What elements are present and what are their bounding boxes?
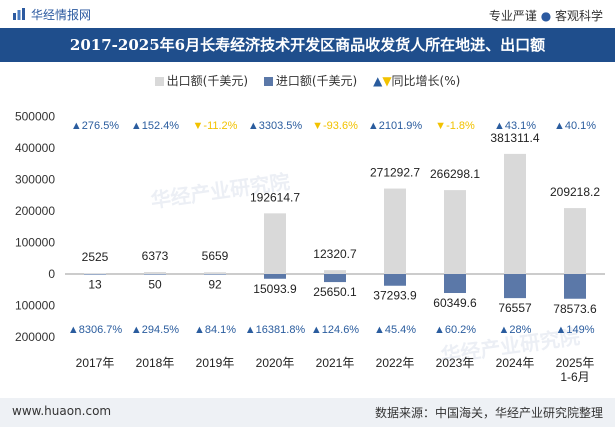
export-value-label: 5659 bbox=[202, 249, 229, 263]
export-value-label: 12320.7 bbox=[313, 247, 357, 261]
import-growth-label: ▲60.2% bbox=[434, 324, 476, 336]
legend-export-swatch bbox=[154, 77, 164, 86]
chart-legend: 出口额(千美元) 进口额(千美元) ▲▼同比增长(%) bbox=[0, 72, 615, 89]
y-tick-label: 300000 bbox=[15, 173, 55, 187]
export-growth-label: ▲40.1% bbox=[554, 120, 596, 132]
export-growth-label: ▲2101.9% bbox=[368, 120, 423, 132]
y-tick-label: 400000 bbox=[15, 141, 55, 155]
chart-title: 2017-2025年6月长寿经济技术开发区商品收发货人所在地进、出口额 bbox=[69, 36, 546, 54]
export-bar bbox=[324, 270, 346, 274]
legend-export: 出口额(千美元) bbox=[154, 72, 249, 89]
import-bar bbox=[204, 274, 226, 275]
legend-growth: ▲▼同比增长(%) bbox=[373, 72, 460, 89]
export-bar bbox=[564, 208, 586, 274]
import-bar bbox=[504, 274, 526, 299]
x-tick-label: 2018年 bbox=[136, 356, 175, 370]
y-tick-label: 100000 bbox=[15, 299, 55, 313]
export-bar bbox=[84, 273, 106, 274]
y-tick-label: 200000 bbox=[15, 330, 55, 344]
import-growth-label: ▲124.6% bbox=[311, 324, 359, 336]
y-tick-label: 500000 bbox=[15, 110, 55, 124]
export-growth-label: ▲276.5% bbox=[71, 120, 119, 132]
x-tick-label: 2023年 bbox=[436, 356, 475, 370]
export-growth-label: ▼-93.6% bbox=[312, 120, 358, 132]
footer-url[interactable]: www.huaon.com bbox=[12, 404, 112, 418]
export-bar bbox=[504, 153, 526, 274]
import-bar bbox=[84, 274, 106, 275]
export-growth-label: ▲43.1% bbox=[494, 120, 536, 132]
x-tick-label: 2021年 bbox=[316, 356, 355, 370]
export-value-label: 381311.4 bbox=[490, 131, 539, 145]
title-bar: 2017-2025年6月长寿经济技术开发区商品收发货人所在地进、出口额 bbox=[0, 28, 615, 62]
import-value-label: 92 bbox=[208, 278, 222, 292]
import-growth-label: ▲294.5% bbox=[131, 324, 179, 336]
import-value-label: 15093.9 bbox=[253, 282, 297, 296]
legend-growth-label: 同比增长(%) bbox=[391, 74, 461, 88]
export-bar bbox=[384, 188, 406, 274]
import-bar bbox=[324, 274, 346, 283]
footer: www.huaon.com 数据来源：中国海关，华经产业研究院整理 bbox=[0, 398, 615, 427]
export-value-label: 192614.7 bbox=[250, 190, 300, 204]
bar-chart: 500000 400000 300000 200000 100000 0 100000 200… bbox=[15, 110, 605, 384]
import-bar bbox=[264, 274, 286, 279]
import-bar bbox=[384, 274, 406, 286]
x-tick-label: 2025年 bbox=[556, 356, 595, 370]
export-bar bbox=[264, 213, 286, 274]
x-tick-label: 2020年 bbox=[256, 356, 295, 370]
import-value-label: 13 bbox=[88, 278, 102, 292]
data-source: 数据来源：中国海关，华经产业研究院整理 bbox=[374, 406, 603, 420]
import-growth-label: ▲28% bbox=[499, 324, 532, 336]
brand[interactable]: 华经情报网 bbox=[12, 6, 91, 23]
legend-import-label: 进口额(千美元) bbox=[275, 74, 358, 88]
export-value-label: 2525 bbox=[82, 250, 109, 264]
legend-import: 进口额(千美元) bbox=[263, 72, 358, 89]
import-value-label: 76557 bbox=[498, 301, 532, 315]
import-value-label: 78573.6 bbox=[553, 302, 597, 316]
import-value-label: 37293.9 bbox=[373, 289, 417, 303]
x-tick-label: 2024年 bbox=[496, 356, 535, 370]
x-tick-label: 2019年 bbox=[196, 356, 235, 370]
y-tick-label: 100000 bbox=[15, 236, 55, 250]
import-bar bbox=[564, 274, 586, 299]
export-value-label: 209218.2 bbox=[550, 185, 600, 199]
legend-up-icon: ▲ bbox=[373, 74, 383, 88]
y-tick-label: 200000 bbox=[15, 204, 55, 218]
x-tick-label: 2022年 bbox=[376, 356, 415, 370]
import-growth-label: ▲45.4% bbox=[374, 324, 416, 336]
export-value-label: 266298.1 bbox=[430, 167, 480, 181]
import-value-label: 50 bbox=[148, 278, 162, 292]
x-tick-label: 1-6月 bbox=[560, 370, 589, 384]
export-bar bbox=[204, 272, 226, 274]
import-growth-label: ▲8306.7% bbox=[68, 324, 123, 336]
import-growth-label: ▲149% bbox=[555, 324, 594, 336]
import-growth-label: ▲84.1% bbox=[194, 324, 236, 336]
brand-logo-icon bbox=[13, 8, 25, 20]
export-growth-label: ▼-1.8% bbox=[435, 120, 475, 132]
import-value-label: 60349.6 bbox=[433, 296, 477, 310]
legend-down-icon: ▼ bbox=[382, 74, 392, 88]
export-value-label: 271292.7 bbox=[370, 166, 420, 180]
import-value-label: 25650.1 bbox=[313, 285, 357, 299]
slogan-left: 专业严谨 bbox=[488, 9, 537, 23]
export-bar bbox=[444, 190, 466, 274]
import-bar bbox=[144, 274, 166, 275]
import-growth-label: ▲16381.8% bbox=[245, 324, 306, 336]
import-bar bbox=[444, 274, 466, 294]
top-bar: 华经情报网 专业严谨 ● 客观科学 bbox=[0, 0, 615, 28]
slogan: 专业严谨 ● 客观科学 bbox=[489, 7, 603, 24]
legend-export-label: 出口额(千美元) bbox=[166, 74, 249, 88]
export-growth-label: ▲152.4% bbox=[131, 120, 179, 132]
export-value-label: 6373 bbox=[142, 249, 169, 263]
export-growth-label: ▲3303.5% bbox=[248, 120, 303, 132]
x-tick-label: 2017年 bbox=[76, 356, 115, 370]
slogan-right: 客观科学 bbox=[554, 9, 603, 23]
brand-name: 华经情报网 bbox=[31, 8, 92, 22]
slogan-dot-icon: ● bbox=[540, 9, 555, 23]
export-bar bbox=[144, 271, 166, 274]
export-growth-label: ▼-11.2% bbox=[193, 120, 238, 132]
legend-import-swatch bbox=[263, 77, 273, 86]
y-tick-label: 0 bbox=[48, 267, 55, 281]
